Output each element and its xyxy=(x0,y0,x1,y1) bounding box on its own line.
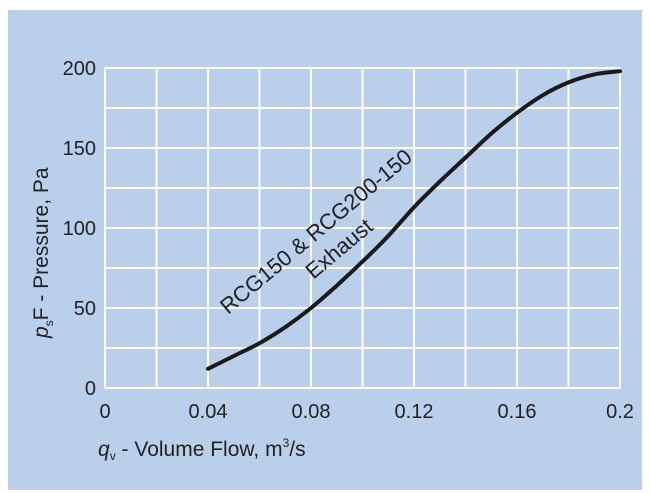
x-tick-label: 0.08 xyxy=(292,401,331,423)
y-axis-subscript: s xyxy=(42,320,56,326)
series-line-rcg150-exhaust xyxy=(206,69,622,371)
x-axis-subscript: v xyxy=(110,449,116,463)
chart-panel: 0 0.04 0.08 0.12 0.16 0.2 0 50 100 150 200 RCG150… xyxy=(8,10,642,490)
grid xyxy=(104,67,621,389)
x-axis-suffix: /s xyxy=(289,438,305,461)
y-axis-symbol: p xyxy=(30,326,53,339)
x-axis-text: - Volume Flow, m xyxy=(116,438,283,461)
y-tick-label: 150 xyxy=(63,138,96,160)
x-tick-label: 0.16 xyxy=(498,401,537,423)
x-tick-label: 0.04 xyxy=(189,401,228,423)
x-axis-ticks: 0 0.04 0.08 0.12 0.16 0.2 xyxy=(99,401,633,423)
y-tick-label: 200 xyxy=(63,58,96,80)
y-axis-title: psF - Pressure, Pa xyxy=(30,167,56,339)
series-label: RCG150 & RCG200-150 Exhaust xyxy=(215,144,417,319)
series-label-line-1: RCG150 & RCG200-150 xyxy=(215,144,417,319)
x-axis-title: qv - Volume Flow, m3/s xyxy=(98,436,306,463)
x-tick-label: 0.2 xyxy=(606,401,634,423)
y-tick-label: 100 xyxy=(63,218,96,240)
pressure-flow-chart: 0 0.04 0.08 0.12 0.16 0.2 0 50 100 150 200 RCG150… xyxy=(30,58,634,463)
x-tick-label: 0.12 xyxy=(395,401,434,423)
y-tick-label: 0 xyxy=(85,378,96,400)
x-axis-symbol: q xyxy=(98,438,110,461)
x-axis-superscript: 3 xyxy=(283,436,290,450)
x-tick-label: 0 xyxy=(99,401,110,423)
y-tick-label: 50 xyxy=(74,298,96,320)
y-axis-text: F - Pressure, Pa xyxy=(30,167,53,320)
y-axis-ticks: 0 50 100 150 200 xyxy=(63,58,96,400)
